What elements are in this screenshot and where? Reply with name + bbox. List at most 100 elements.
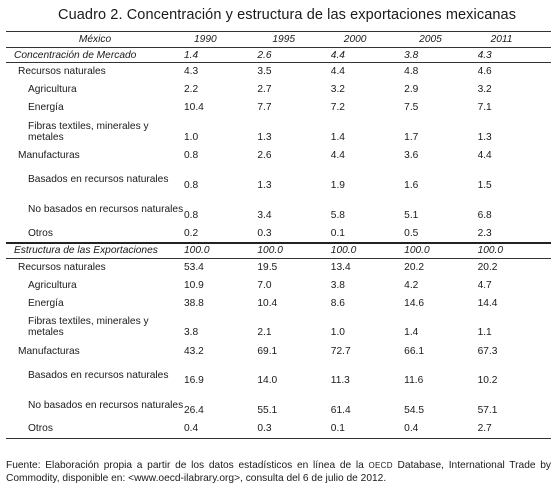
table-row: Agricultura 10.9 7.0 3.8 4.2 4.7 (6, 276, 551, 294)
cell-value: 4.6 (477, 66, 492, 78)
cell-value: 2.9 (404, 84, 419, 95)
table-row: Otros 0.2 0.3 0.1 0.5 2.3 (6, 225, 551, 243)
cell-value: 54.5 (404, 405, 424, 416)
cell-value: 4.4 (330, 150, 345, 161)
table-row: Energía 38.8 10.4 8.6 14.6 14.4 (6, 294, 551, 312)
cell-value: 1.7 (404, 131, 419, 143)
cell-value: 0.8 (184, 179, 199, 191)
row-label: Otros (6, 420, 184, 439)
section-value: 3.8 (404, 47, 478, 63)
cell-value: 0.5 (404, 227, 419, 239)
table-row: Basados en recursos naturales 0.8 1.3 1.9 1.… (6, 165, 551, 195)
row-label: Otros (28, 227, 53, 239)
cell-value: 7.1 (477, 102, 492, 113)
cell-value: 7.0 (257, 279, 272, 291)
cell-value: 7.2 (330, 102, 345, 113)
row-label: Agricultura (28, 84, 77, 95)
section-value: 2.6 (257, 47, 331, 63)
section-value: 100.0 (404, 241, 478, 259)
cell-value: 4.7 (477, 279, 492, 291)
section-row: Concentración de Mercado 1.4 2.6 4.4 3.8 4.3 (6, 47, 551, 63)
cell-value: 0.3 (257, 227, 272, 239)
row-label: No basados en recursos naturales (28, 204, 184, 215)
cell-value: 1.6 (404, 179, 419, 191)
cell-value: 10.9 (184, 279, 204, 291)
cell-value: 8.6 (330, 297, 345, 309)
cell-value: 72.7 (330, 345, 351, 357)
header-label: México (6, 31, 184, 48)
cell-value: 13.4 (330, 261, 351, 273)
cell-value: 5.1 (404, 209, 419, 221)
cell-value: 1.0 (330, 327, 345, 338)
cell-value: 2.1 (257, 327, 272, 338)
cell-value: 0.4 (184, 420, 258, 439)
section-value: 100.0 (330, 241, 405, 259)
cell-value: 0.4 (404, 420, 478, 439)
cell-value: 1.0 (184, 131, 199, 143)
row-label: Recursos naturales (18, 66, 106, 78)
cell-value: 10.2 (477, 375, 498, 386)
table-caption: Cuadro 2. Concentración y estructura de … (58, 7, 517, 23)
cell-value: 11.6 (404, 375, 424, 386)
table-body: Concentración de Mercado 1.4 2.6 4.4 3.8 4.3 R… (6, 47, 551, 439)
cell-value: 14.0 (257, 375, 278, 386)
header-year: 2011 (477, 31, 551, 48)
table-row: Otros 0.4 0.3 0.1 0.4 2.7 (6, 420, 551, 439)
row-label: Fibras textiles, minerales y metales (28, 316, 149, 338)
cell-value: 4.8 (404, 66, 419, 78)
section-value: 100.0 (257, 241, 331, 259)
cell-value: 16.9 (184, 375, 204, 386)
cell-value: 14.4 (477, 297, 498, 309)
cell-value: 3.8 (330, 279, 345, 291)
row-label: Energía (28, 297, 64, 309)
cell-value: 2.3 (477, 227, 492, 239)
source-note-text-2: Database, International Trade by Commodi… (6, 460, 551, 484)
cell-value: 55.1 (257, 405, 278, 416)
row-label: Basados en recursos naturales (28, 174, 169, 185)
cell-value: 53.4 (184, 261, 204, 273)
table-row: Basados en recursos naturales 16.9 14.0 11.… (6, 360, 551, 390)
cell-value: 1.3 (257, 179, 272, 191)
cell-value: 5.8 (330, 209, 345, 221)
header-year: 2000 (330, 31, 405, 48)
cell-value: 2.6 (257, 150, 272, 161)
table-row: No basados en recursos naturales 26.4 55.1… (6, 390, 551, 420)
cell-value: 1.4 (404, 327, 419, 338)
cell-value: 19.5 (257, 261, 278, 273)
cell-value: 3.2 (477, 84, 492, 95)
row-label: Basados en recursos naturales (28, 369, 169, 381)
row-label: No basados en recursos naturales (28, 399, 184, 411)
cell-value: 2.7 (257, 84, 272, 95)
cell-value: 0.3 (257, 420, 331, 439)
table-row: Fibras textiles, minerales y metales 3.8 2… (6, 312, 551, 342)
cell-value: 6.8 (477, 209, 492, 221)
row-label: Energía (28, 102, 64, 113)
cell-value: 61.4 (330, 405, 351, 416)
cell-value: 3.4 (257, 209, 272, 221)
cell-value: 2.7 (477, 420, 551, 439)
cell-value: 3.2 (330, 84, 345, 95)
cell-value: 10.4 (257, 297, 278, 309)
section-value: 100.0 (477, 241, 551, 259)
cell-value: 3.8 (184, 327, 199, 338)
section-row: Estructura de las Exportaciones 100.0 100.… (6, 241, 551, 259)
cell-value: 14.6 (404, 297, 424, 309)
cell-value: 3.6 (404, 150, 419, 161)
header-year: 2005 (404, 31, 478, 48)
row-label: Fibras textiles, minerales y metales (28, 120, 149, 143)
cell-value: 2.2 (184, 84, 199, 95)
source-note-abbr: OECD (368, 461, 393, 470)
cell-value: 7.7 (257, 102, 272, 113)
cell-value: 10.4 (184, 102, 204, 113)
source-note-text: Fuente: Elaboración propia a partir de l… (6, 460, 369, 471)
header-year: 1990 (184, 31, 258, 48)
cell-value: 3.5 (257, 66, 272, 78)
table-row: Energía 10.4 7.7 7.2 7.5 7.1 (6, 99, 551, 117)
cell-value: 69.1 (257, 345, 278, 357)
cell-value: 1.4 (330, 131, 345, 143)
exports-table: México 1990 1995 2000 2005 2011 Concentr… (6, 31, 551, 439)
cell-value: 0.1 (330, 227, 345, 239)
cell-value: 1.1 (477, 327, 492, 338)
table-row: Agricultura 2.2 2.7 3.2 2.9 3.2 (6, 81, 551, 99)
section-title: Concentración de Mercado (6, 47, 184, 63)
